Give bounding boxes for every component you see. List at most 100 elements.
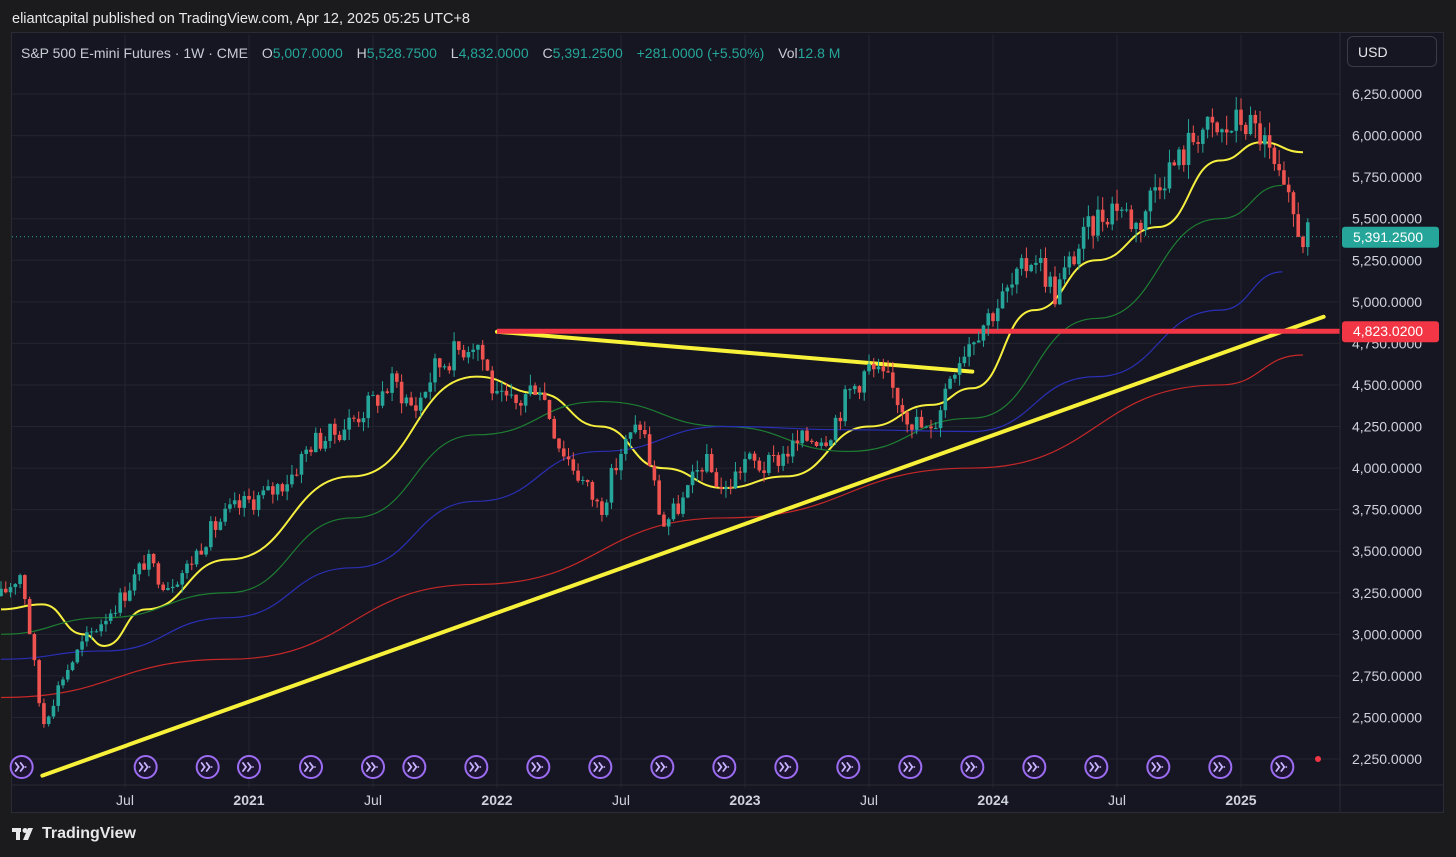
candle-body — [1148, 190, 1153, 212]
candle-body — [1143, 211, 1148, 231]
currency-button[interactable]: USD — [1347, 36, 1437, 67]
candle-body — [938, 410, 943, 429]
price-tick-label: 6,000.0000 — [1352, 128, 1422, 144]
candle-body — [13, 584, 18, 588]
price-tick-label: 2,750.0000 — [1352, 668, 1422, 684]
event-marker-icon — [464, 755, 489, 779]
candle-body — [85, 632, 89, 642]
candle-body — [51, 705, 56, 717]
candle-body — [161, 584, 165, 590]
candle-body — [1220, 129, 1224, 133]
candle-body — [652, 465, 657, 481]
candle-body — [790, 440, 795, 457]
candle-body — [1000, 291, 1005, 309]
candle-body — [795, 440, 800, 444]
publisher-line: eliantcapital published on TradingView.c… — [12, 11, 470, 27]
candle-body — [104, 620, 108, 625]
candle-body — [151, 553, 156, 564]
event-marker-icon — [1084, 755, 1109, 779]
event-marker-circle — [195, 755, 220, 779]
candle-body — [752, 453, 757, 461]
candle-body — [1201, 129, 1205, 144]
event-marker-circle — [1084, 755, 1109, 779]
event-marker-icon — [526, 755, 551, 779]
event-marker-circle — [1022, 755, 1047, 779]
candle-body — [242, 495, 247, 508]
candle-body — [318, 432, 323, 449]
candle-body — [1210, 116, 1215, 123]
candle-body — [1153, 187, 1157, 191]
event-marker-arrows — [1213, 762, 1226, 772]
candle-body — [490, 370, 495, 394]
candle-body — [347, 417, 351, 430]
event-marker-arrows — [965, 762, 978, 772]
candle-body — [1119, 209, 1124, 211]
price-tick-label: 3,250.0000 — [1352, 585, 1422, 601]
candle-body — [1053, 276, 1057, 305]
candle-body — [399, 381, 404, 404]
chart-panel[interactable] — [11, 32, 1444, 813]
candle-body — [638, 424, 642, 430]
candle-body — [967, 344, 971, 357]
candle-body — [786, 453, 790, 457]
candle-body — [1158, 187, 1162, 191]
event-marker-icon — [712, 755, 737, 779]
candle-body — [1267, 135, 1272, 148]
candle-body — [819, 442, 824, 446]
candle-body — [957, 363, 962, 375]
candle-body — [1029, 264, 1033, 272]
tradingview-logo-icon[interactable] — [12, 825, 36, 843]
candle-body — [18, 575, 22, 585]
candle-body — [94, 631, 99, 633]
candle-body — [1077, 248, 1081, 265]
candle-body — [395, 373, 399, 382]
price-tick-label: 3,750.0000 — [1352, 502, 1422, 518]
low-value: 4,832.0000 — [458, 45, 529, 61]
candle-body — [371, 395, 375, 397]
candle-body — [476, 344, 480, 350]
candle-body — [499, 390, 504, 392]
candle-body — [1019, 258, 1024, 269]
event-marker-icon — [650, 755, 675, 779]
candle-body — [862, 371, 867, 393]
drawings — [12, 236, 1340, 778]
price-tick-label: 4,250.0000 — [1352, 419, 1422, 435]
candle-body — [905, 412, 909, 425]
candle-body — [1024, 258, 1029, 272]
candle-body — [1253, 114, 1258, 124]
candle-body — [948, 378, 952, 389]
event-marker-icon — [898, 755, 923, 779]
event-marker-arrows — [655, 762, 668, 772]
candle-body — [504, 390, 509, 396]
event-marker-icon — [9, 755, 34, 779]
candle-body — [962, 356, 967, 364]
price-tick-label: 3,000.0000 — [1352, 626, 1422, 642]
event-marker-arrows — [138, 762, 151, 772]
candle-body — [1196, 142, 1200, 144]
symbol-name: S&P 500 E-mini Futures · 1W · CME — [21, 45, 248, 61]
candle-body — [1291, 192, 1296, 215]
footer-brand[interactable]: TradingView — [42, 825, 136, 842]
time-tick-label: Jul — [860, 792, 878, 808]
candle-body — [1191, 132, 1196, 143]
high-label: H — [356, 45, 367, 61]
candle-body — [829, 440, 833, 446]
candle-body — [194, 550, 199, 565]
candle-body — [895, 387, 900, 406]
candle-body — [1229, 130, 1234, 133]
candle-body — [275, 484, 280, 495]
candle-body — [437, 358, 442, 368]
candle-body — [495, 391, 499, 394]
candle-body — [1305, 222, 1310, 248]
event-marker-icon — [361, 755, 385, 779]
event-marker-arrows — [1151, 762, 1164, 772]
candle-body — [1186, 132, 1191, 165]
candle-body — [127, 590, 132, 601]
event-marker-circle — [1270, 755, 1295, 779]
candle-body — [175, 584, 180, 587]
candle-body — [1277, 164, 1281, 171]
candle-body — [581, 480, 585, 482]
moving-average-line — [0, 184, 1283, 635]
candle-body — [337, 434, 342, 441]
